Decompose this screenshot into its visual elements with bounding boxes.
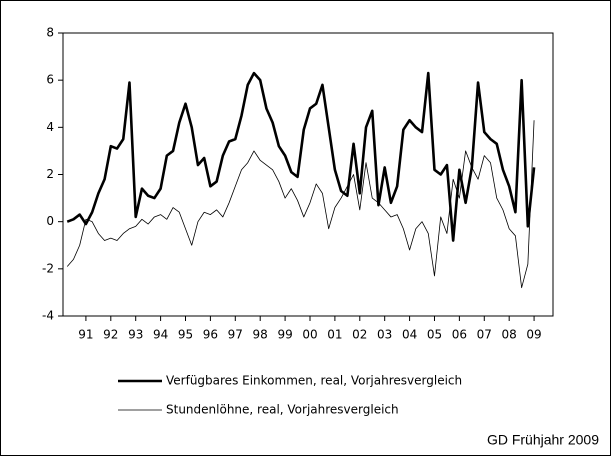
x-tick-label: 99 xyxy=(277,328,292,342)
line-series xyxy=(66,71,536,242)
legend-label: Stundenlöhne, real, Vorjahresvergleich xyxy=(166,403,399,417)
y-tick-label: 2 xyxy=(46,167,54,181)
line-series xyxy=(66,120,535,289)
x-tick-label: 96 xyxy=(203,328,218,342)
x-tick-label: 06 xyxy=(452,328,467,342)
x-tick-label: 01 xyxy=(327,328,342,342)
x-tick-label: 93 xyxy=(128,328,143,342)
y-tick-label: 0 xyxy=(46,214,54,228)
source: GD Frühjahr 2009 xyxy=(487,432,599,448)
x-tick-label: 02 xyxy=(352,328,367,342)
x-tick-label: 05 xyxy=(427,328,442,342)
x-tick-label: 97 xyxy=(228,328,243,342)
x-tick-label: 00 xyxy=(302,328,317,342)
x-tick-label: 95 xyxy=(178,328,193,342)
y-tick-label: 4 xyxy=(46,120,54,134)
x-tick-label: 91 xyxy=(78,328,93,342)
x-tick-label: 09 xyxy=(526,328,541,342)
y-tick-label: 6 xyxy=(46,73,54,87)
x-tick-label: 92 xyxy=(103,328,118,342)
legend-label: Verfügbares Einkommen, real, Vorjahresve… xyxy=(166,374,462,388)
x-tick-label: 03 xyxy=(377,328,392,342)
y-tick-label: 8 xyxy=(46,26,54,40)
x-tick-label: 04 xyxy=(402,328,417,342)
y-tick-label: -4 xyxy=(42,309,54,323)
x-tick-label: 07 xyxy=(477,328,492,342)
y-tick-label: -2 xyxy=(42,261,54,275)
x-tick-label: 94 xyxy=(153,328,168,342)
x-tick-label: 98 xyxy=(253,328,268,342)
x-tick-label: 08 xyxy=(502,328,517,342)
